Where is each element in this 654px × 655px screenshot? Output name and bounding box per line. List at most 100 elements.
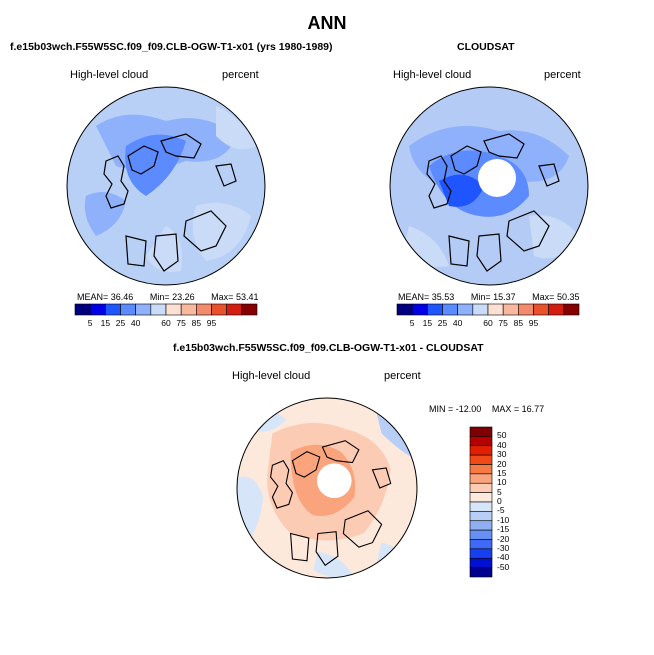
panel1-max-value: 53.41 (235, 292, 259, 302)
coastline (125, 235, 147, 267)
panel2-colorbar-ticks: 5 15 25 40 60 75 85 95 (397, 318, 579, 330)
colorbar-tick-label: 15 (497, 467, 507, 478)
colorbar-swatch (487, 303, 504, 316)
colorbar-swatch (469, 445, 493, 456)
panel1-variable-label: High-level cloud (70, 69, 149, 81)
colorbar-swatch (469, 548, 493, 559)
panel2-max-label: Max= (532, 292, 555, 302)
colorbar-swatch (135, 303, 152, 316)
coastline (483, 133, 525, 159)
coastline (160, 133, 202, 159)
panel1-min-value: 23.26 (172, 292, 195, 302)
missing-data-pole (478, 159, 516, 197)
panel2-max-value: 50.35 (556, 292, 580, 302)
panel2-variable-label: High-level cloud (393, 69, 472, 81)
coastline (127, 145, 159, 175)
map-boundary (66, 86, 266, 286)
panel2-colorbar (396, 303, 580, 316)
colorbar-swatch (165, 303, 182, 316)
colorbar-tick-label: 15 (422, 318, 433, 328)
right-panel-title: CLOUDSAT (457, 41, 515, 53)
colorbar-swatch (105, 303, 121, 316)
panel2-stats: MEAN= 35.53 Min= 15.37 Max= 50.35 (398, 292, 579, 302)
field-region (377, 542, 409, 572)
colorbar-tick-label: 20 (497, 458, 507, 469)
field-region (192, 202, 251, 261)
missing-data-pole (316, 463, 352, 499)
colorbar-swatch (469, 436, 493, 447)
coastline (215, 163, 237, 187)
panel3-polar-map (236, 397, 418, 579)
colorbar-tick-label: 75 (176, 318, 186, 328)
colorbar-tick-label: 75 (498, 318, 508, 328)
colorbar-swatch (241, 303, 258, 316)
panel3-min-label: MIN = (429, 404, 454, 414)
colorbar-tick-label: 50 (497, 430, 507, 441)
field-layer (67, 87, 265, 285)
colorbar-tick-label: -5 (497, 505, 505, 516)
panel1-max-label: Max= (211, 292, 234, 302)
coastline (476, 233, 502, 272)
coastline (103, 155, 129, 209)
colorbar-swatch (469, 529, 493, 540)
colorbar-tick-label: 5 (87, 318, 93, 328)
panel3-colorbar (469, 426, 493, 578)
coastline (448, 235, 470, 267)
panel1-colorbar (74, 303, 258, 316)
colorbar-swatch (469, 520, 493, 531)
panel1-polar-map (66, 86, 266, 286)
colorbar-tick-label: -40 (497, 552, 510, 563)
colorbar-tick-label: 5 (409, 318, 415, 328)
colorbar-tick-label: 0 (497, 496, 502, 506)
panel1-colorbar-ticks: 5 15 25 40 60 75 85 95 (75, 318, 257, 330)
coastline (321, 440, 360, 464)
colorbar-swatch (469, 539, 493, 550)
colorbar-tick-label: 40 (452, 318, 463, 328)
colorbar-tick-label: 10 (497, 477, 507, 488)
colorbar-swatch (469, 501, 493, 512)
colorbar-tick-label: -30 (497, 542, 510, 553)
colorbar-tick-label: -10 (497, 514, 510, 525)
colorbar-swatch (469, 464, 493, 475)
colorbar-swatch (469, 454, 493, 465)
colorbar-tick-label: 95 (528, 318, 539, 328)
coastline (342, 510, 383, 548)
colorbar-tick-label: 60 (483, 318, 493, 328)
panel2-units-label: percent (544, 69, 581, 81)
panel1-mean-label: MEAN= (77, 292, 109, 302)
colorbar-tick-label: -15 (497, 524, 510, 535)
colorbar-swatch (469, 492, 493, 503)
colorbar-tick-label: 85 (191, 318, 202, 328)
colorbar-tick-label: 25 (115, 318, 126, 328)
panel1-stats: MEAN= 36.46 Min= 23.26 Max= 53.41 (77, 292, 258, 302)
colorbar-swatch (457, 303, 474, 316)
colorbar-swatch (563, 303, 580, 316)
colorbar-swatch (396, 303, 413, 316)
diff-panel-title: f.e15b03wch.F55W5SC.f09_f09.CLB-OGW-T1-x… (173, 342, 484, 354)
colorbar-swatch (469, 473, 493, 484)
colorbar-swatch (469, 426, 493, 437)
panel1-mean-value: 36.46 (110, 292, 134, 302)
colorbar-swatch (469, 511, 493, 522)
panel3-colorbar-ticks: 50 40 30 20 15 10 5 0 -5 -10 -15 -20 -30 -40 -50 (497, 427, 527, 577)
colorbar-swatch (120, 303, 136, 316)
colorbar-swatch (427, 303, 443, 316)
map-boundary (389, 86, 589, 286)
colorbar-tick-label: 25 (437, 318, 448, 328)
panel3-variable-label: High-level cloud (232, 370, 311, 382)
colorbar-tick-label: 15 (100, 318, 111, 328)
coastline (450, 145, 482, 175)
coastline (371, 467, 392, 489)
field-region (313, 551, 355, 578)
colorbar-swatch (518, 303, 534, 316)
coastline (291, 450, 321, 478)
colorbar-swatch (469, 482, 493, 493)
colorbar-swatch (472, 303, 489, 316)
page-title: ANN (307, 13, 347, 33)
left-panel-title: f.e15b03wch.F55W5SC.f09_f09.CLB-OGW-T1-x… (10, 41, 333, 53)
coastline (538, 163, 560, 187)
panel3-max-value: 16.77 (521, 404, 545, 414)
colorbar-tick-label: 95 (206, 318, 217, 328)
coastline (183, 210, 227, 252)
panel1-units-label: percent (222, 69, 259, 81)
